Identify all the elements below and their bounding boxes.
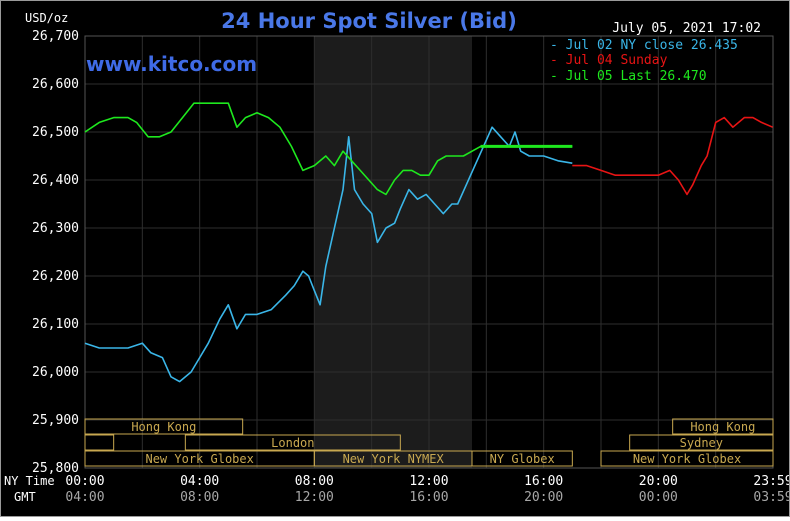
session-ny-globex-2-box xyxy=(471,450,573,467)
session-sydney-label: Sydney xyxy=(680,436,723,450)
gmt-tick-label: 20:00 xyxy=(524,490,563,505)
ny-time-tick-label: 23:59 xyxy=(753,474,789,489)
gmt-tick-label: 16:00 xyxy=(409,490,448,505)
session-hong-kong-2-label: Hong Kong xyxy=(690,420,755,434)
y-tick-label: 25,900 xyxy=(32,413,79,428)
ny-time-tick-label: 16:00 xyxy=(524,474,563,489)
unit-label: USD/oz xyxy=(25,11,68,25)
kitco-watermark: www.kitco.com xyxy=(86,52,257,76)
series-line-jul05 xyxy=(84,102,573,196)
plot-border xyxy=(84,35,774,469)
session-ny-globex-3-box xyxy=(600,450,774,467)
y-tick-label: 26,300 xyxy=(32,221,79,236)
night-band-layer xyxy=(314,36,472,468)
ny-time-tick-label: 04:00 xyxy=(180,474,219,489)
ny-time-tick-label: 12:00 xyxy=(409,474,448,489)
y-tick-labels: 26,700 26,600 26,500 26,400 26,300 26,200 26,1… xyxy=(32,29,79,476)
session-hong-kong-tail-box xyxy=(84,434,115,451)
session-ny-globex-label: New York Globex xyxy=(145,452,253,466)
y-tick-label: 25,800 xyxy=(32,461,79,476)
series-layer xyxy=(84,102,774,383)
y-tick-label: 26,000 xyxy=(32,365,79,380)
ny-time-row-label: NY Time xyxy=(4,474,55,488)
gmt-tick-label: 04:00 xyxy=(65,490,104,505)
gmt-tick-label: 00:00 xyxy=(639,490,678,505)
legend-item-jul02: - Jul 02 NY close 26.435 xyxy=(550,38,738,53)
y-tick-label: 26,500 xyxy=(32,125,79,140)
timestamp: July 05, 2021 17:02 xyxy=(612,21,761,36)
gmt-row-label: GMT xyxy=(14,490,36,504)
y-tick-label: 26,700 xyxy=(32,29,79,44)
gmt-tick-label: 03:59 xyxy=(753,490,789,505)
session-london-box xyxy=(184,434,401,451)
ny-time-tick-label: 08:00 xyxy=(295,474,334,489)
session-london-label: London xyxy=(271,436,314,450)
y-tick-label: 26,600 xyxy=(32,77,79,92)
gmt-tick-label: 08:00 xyxy=(180,490,219,505)
session-sydney-box xyxy=(629,434,774,451)
session-hong-kong-box xyxy=(84,418,244,435)
session-ny-globex-3-label: New York Globex xyxy=(633,452,741,466)
gmt-tick-label: 12:00 xyxy=(295,490,334,505)
legend: - Jul 02 NY close 26.435 - Jul 04 Sunday… xyxy=(550,38,738,84)
x-tick-labels: 00:0004:0004:0008:0008:0012:0012:0016:00… xyxy=(65,474,790,505)
series-line-jul02 xyxy=(84,126,573,383)
y-tick-label: 26,200 xyxy=(32,269,79,284)
session-ny-globex-2-label: NY Globex xyxy=(490,452,555,466)
nymex-shaded-band xyxy=(314,36,472,468)
ny-time-tick-label: 00:00 xyxy=(65,474,104,489)
session-hong-kong-2-box xyxy=(672,418,774,435)
series-line-jul04 xyxy=(572,116,774,196)
session-boxes: Hong Kong London New York Globex New York N… xyxy=(84,418,774,467)
legend-item-jul04: - Jul 04 Sunday xyxy=(550,53,668,68)
session-ny-nymex-label: New York NYMEX xyxy=(343,452,445,466)
y-tick-label: 26,100 xyxy=(32,317,79,332)
session-hong-kong-label: Hong Kong xyxy=(131,420,196,434)
grid-layer xyxy=(84,35,774,469)
chart-title: 24 Hour Spot Silver (Bid) xyxy=(221,9,517,33)
legend-item-jul05: - Jul 05 Last 26.470 xyxy=(550,69,707,84)
y-tick-label: 26,400 xyxy=(32,173,79,188)
ny-time-tick-label: 20:00 xyxy=(639,474,678,489)
